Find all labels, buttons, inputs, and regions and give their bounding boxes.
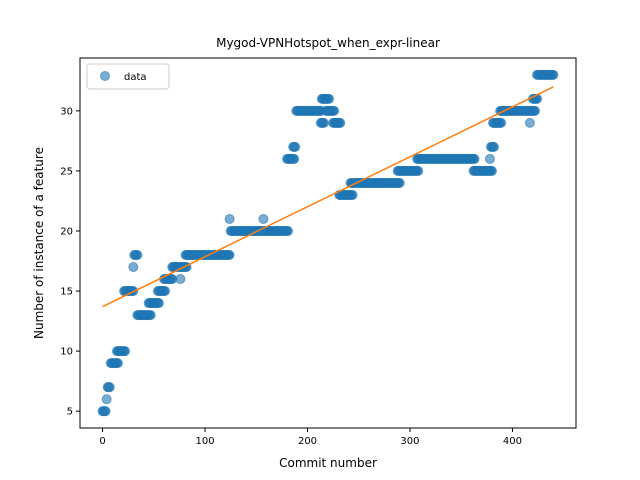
y-tick-label: 5 <box>67 407 73 418</box>
data-point <box>153 298 164 309</box>
data-point <box>290 141 301 152</box>
data-point <box>120 346 131 357</box>
data-point <box>318 117 329 128</box>
chart-title: Mygod-VPNHotspot_when_expr-linear <box>216 36 440 50</box>
data-point <box>329 105 340 116</box>
data-point <box>548 69 559 80</box>
plot-frame <box>79 57 577 429</box>
x-tick-label: 400 <box>503 436 522 447</box>
y-axis-title: Number of instance of a feature <box>32 147 46 339</box>
x-tick-label: 300 <box>400 436 419 447</box>
data-point <box>486 165 497 176</box>
data-point <box>224 213 235 224</box>
data-point <box>484 153 495 164</box>
data-point <box>160 286 171 297</box>
y-tick-label: 25 <box>60 166 73 177</box>
scatter-points <box>97 69 559 417</box>
data-point <box>132 250 143 261</box>
x-axis: 0 100 200 300 400 <box>99 428 522 447</box>
x-tick-label: 200 <box>298 436 317 447</box>
y-tick-label: 10 <box>60 347 73 358</box>
data-point <box>175 274 186 285</box>
y-tick-label: 15 <box>60 287 73 298</box>
data-point <box>289 153 300 164</box>
data-point <box>347 189 358 200</box>
y-axis: 5 10 15 20 25 30 <box>60 106 80 418</box>
legend-frame <box>86 63 170 90</box>
y-tick-label: 20 <box>60 226 73 237</box>
legend: data <box>86 63 170 90</box>
data-point <box>104 382 115 393</box>
data-point <box>394 177 405 188</box>
data-point <box>496 117 507 128</box>
data-point <box>530 105 541 116</box>
y-tick-label: 30 <box>60 106 73 117</box>
data-point <box>128 262 139 273</box>
data-point <box>335 117 346 128</box>
x-axis-title: Commit number <box>279 456 377 470</box>
x-tick-label: 0 <box>99 436 105 447</box>
data-point <box>258 213 269 224</box>
data-point <box>100 406 111 417</box>
data-point <box>413 165 424 176</box>
data-point <box>112 358 123 369</box>
data-point <box>324 93 335 104</box>
data-point <box>489 141 500 152</box>
fit-line <box>102 86 554 308</box>
data-point <box>101 394 112 405</box>
legend-label: data <box>124 72 147 83</box>
data-point <box>469 153 480 164</box>
x-tick-label: 100 <box>195 436 214 447</box>
legend-marker <box>100 71 110 81</box>
data-point <box>145 310 156 321</box>
data-point <box>283 225 294 236</box>
data-point <box>224 250 235 261</box>
data-point <box>167 274 178 285</box>
data-point <box>524 117 535 128</box>
fit-line-layer <box>102 86 554 308</box>
